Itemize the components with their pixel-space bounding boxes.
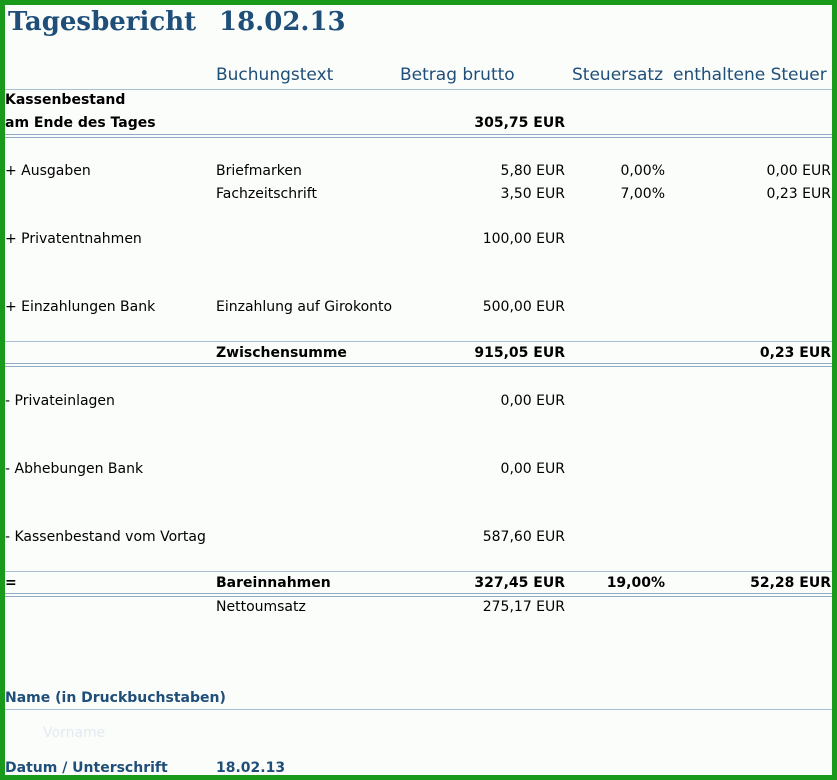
kassenbestand-betrag: 305,75 EUR [474,115,565,131]
privateinlagen-label: - Privateinlagen [5,393,115,409]
column-header-buchungstext: Buchungstext [216,65,334,85]
datum-label: Datum / Unterschrift [5,760,168,776]
bareinnahmen-rule [5,593,832,597]
ausgaben-row-satz: 0,00% [620,163,665,179]
ausgaben-row-satz: 7,00% [620,186,665,202]
zwischensumme-label: Zwischensumme [216,345,347,361]
ausgaben-row-betrag: 5,80 EUR [500,163,565,179]
column-header-betrag: Betrag brutto [400,65,515,85]
ausgaben-row-text: Briefmarken [216,163,302,179]
einzahlungen-betrag: 500,00 EUR [482,299,565,315]
nettoumsatz-label: Nettoumsatz [216,599,306,615]
zwischensumme-betrag: 915,05 EUR [474,345,565,361]
kassenbestand-rule [5,134,832,138]
privatentnahmen-label: + Privatentnahmen [5,231,142,247]
name-placeholder: Vorname [43,725,106,741]
zwischensumme-rule [5,363,832,367]
abhebungen-betrag: 0,00 EUR [500,461,565,477]
report-title: Tagesbericht [8,7,197,37]
column-header-steuersatz: Steuersatz [572,65,664,85]
privateinlagen-betrag: 0,00 EUR [500,393,565,409]
privatentnahmen-betrag: 100,00 EUR [482,231,565,247]
nettoumsatz-betrag: 275,17 EUR [482,599,565,615]
column-header-steuer: enthaltene Steuer [673,65,827,85]
ausgaben-row-betrag: 3,50 EUR [500,186,565,202]
ausgaben-row-text: Fachzeitschrift [216,186,317,202]
zwischensumme-steuer: 0,23 EUR [759,345,831,361]
ausgaben-row-steuer: 0,23 EUR [766,186,831,202]
vortag-betrag: 587,60 EUR [482,529,565,545]
bareinnahmen-sign: = [5,575,17,591]
bareinnahmen-steuer: 52,28 EUR [750,575,831,591]
name-rule [5,709,832,710]
zwischensumme-top-rule [5,341,832,342]
report-date: 18.02.13 [219,7,346,37]
bareinnahmen-top-rule [5,571,832,572]
bareinnahmen-betrag: 327,45 EUR [474,575,565,591]
kassenbestand-label-1: Kassenbestand [5,92,126,108]
ausgaben-label: + Ausgaben [5,163,91,179]
datum-value: 18.02.13 [216,760,286,776]
einzahlungen-text: Einzahlung auf Girokonto [216,299,393,315]
bareinnahmen-satz: 19,00% [606,575,665,591]
einzahlungen-label: + Einzahlungen Bank [5,299,156,315]
name-label: Name (in Druckbuchstaben) [5,690,226,706]
abhebungen-label: - Abhebungen Bank [5,461,144,477]
ausgaben-row-steuer: 0,00 EUR [766,163,831,179]
bareinnahmen-label: Bareinnahmen [216,575,331,591]
header-rule [5,89,832,90]
kassenbestand-label-2: am Ende des Tages [5,115,156,131]
vortag-label: - Kassenbestand vom Vortag [5,529,206,545]
